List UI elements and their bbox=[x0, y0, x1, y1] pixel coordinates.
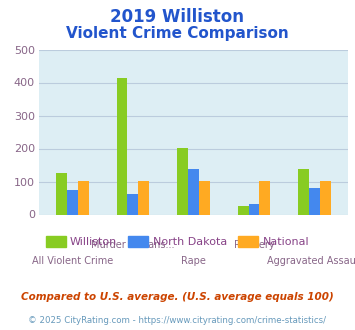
Text: Murder & Mans...: Murder & Mans... bbox=[91, 240, 175, 249]
Legend: Williston, North Dakota, National: Williston, North Dakota, National bbox=[41, 232, 314, 251]
Bar bbox=[199, 181, 210, 214]
Text: All Violent Crime: All Violent Crime bbox=[32, 256, 113, 266]
Bar bbox=[188, 169, 199, 214]
Bar bbox=[248, 204, 260, 214]
Bar bbox=[320, 181, 331, 214]
Bar bbox=[78, 181, 89, 214]
Text: © 2025 CityRating.com - https://www.cityrating.com/crime-statistics/: © 2025 CityRating.com - https://www.city… bbox=[28, 316, 327, 325]
Bar bbox=[177, 148, 188, 214]
Bar bbox=[116, 78, 127, 214]
Bar bbox=[138, 181, 149, 214]
Bar bbox=[56, 173, 67, 214]
Bar bbox=[238, 206, 248, 214]
Text: 2019 Williston: 2019 Williston bbox=[110, 8, 245, 26]
Bar bbox=[309, 188, 320, 215]
Text: Rape: Rape bbox=[181, 256, 206, 266]
Bar bbox=[260, 181, 271, 214]
Bar bbox=[127, 194, 138, 214]
Text: Aggravated Assault: Aggravated Assault bbox=[267, 256, 355, 266]
Text: Robbery: Robbery bbox=[234, 240, 274, 249]
Bar bbox=[67, 190, 78, 214]
Text: Violent Crime Comparison: Violent Crime Comparison bbox=[66, 26, 289, 41]
Text: Compared to U.S. average. (U.S. average equals 100): Compared to U.S. average. (U.S. average … bbox=[21, 292, 334, 302]
Bar bbox=[298, 169, 309, 214]
